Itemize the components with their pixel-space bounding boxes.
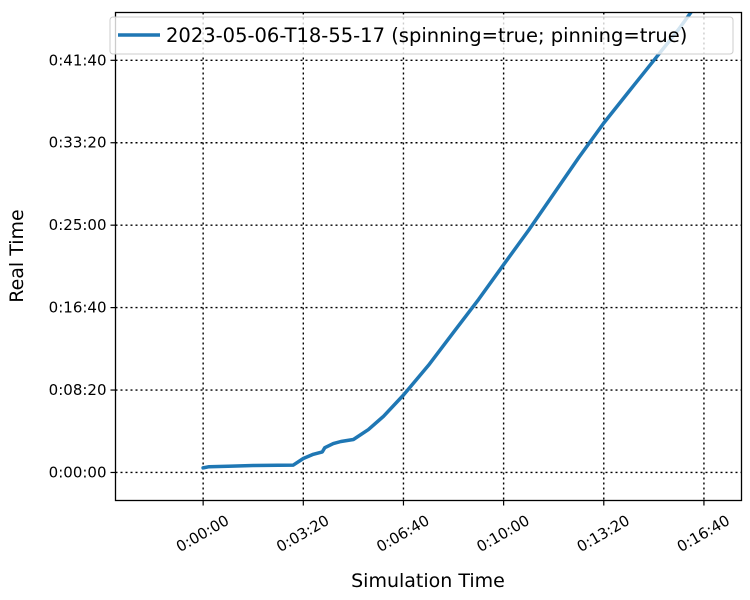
grid (115, 12, 742, 501)
x-tick-label: 0:03:20 (273, 511, 332, 556)
x-tick-label: 0:16:40 (674, 511, 733, 556)
y-tick-label: 0:16:40 (49, 299, 107, 317)
plot-frame (114, 11, 743, 502)
x-tick-label: 0:13:20 (574, 511, 633, 556)
x-axis-label: Simulation Time (351, 570, 505, 592)
series-line (201, 12, 693, 470)
y-tick-label: 0:00:00 (49, 463, 107, 481)
y-tick-label: 0:08:20 (49, 381, 107, 399)
y-tick-label: 0:41:40 (49, 51, 107, 69)
y-tick-label: 0:33:20 (49, 134, 107, 152)
legend-label: 2023-05-06-T18-55-17 (spinning=true; pin… (166, 24, 687, 47)
legend-box (109, 16, 734, 55)
x-tick-label: 0:10:00 (474, 511, 533, 556)
y-tick-label: 0:25:00 (49, 216, 107, 234)
ticks: 0:00:00 0:03:20 0:06:40 0:10:00 0:13:20 0:16:… (49, 51, 733, 556)
x-tick-label: 0:06:40 (373, 511, 432, 556)
series-layer (201, 12, 693, 470)
legend: 2023-05-06-T18-55-17 (spinning=true; pin… (109, 16, 734, 55)
x-tick-label: 0:00:00 (173, 511, 232, 556)
y-axis-label: Real Time (6, 209, 28, 303)
